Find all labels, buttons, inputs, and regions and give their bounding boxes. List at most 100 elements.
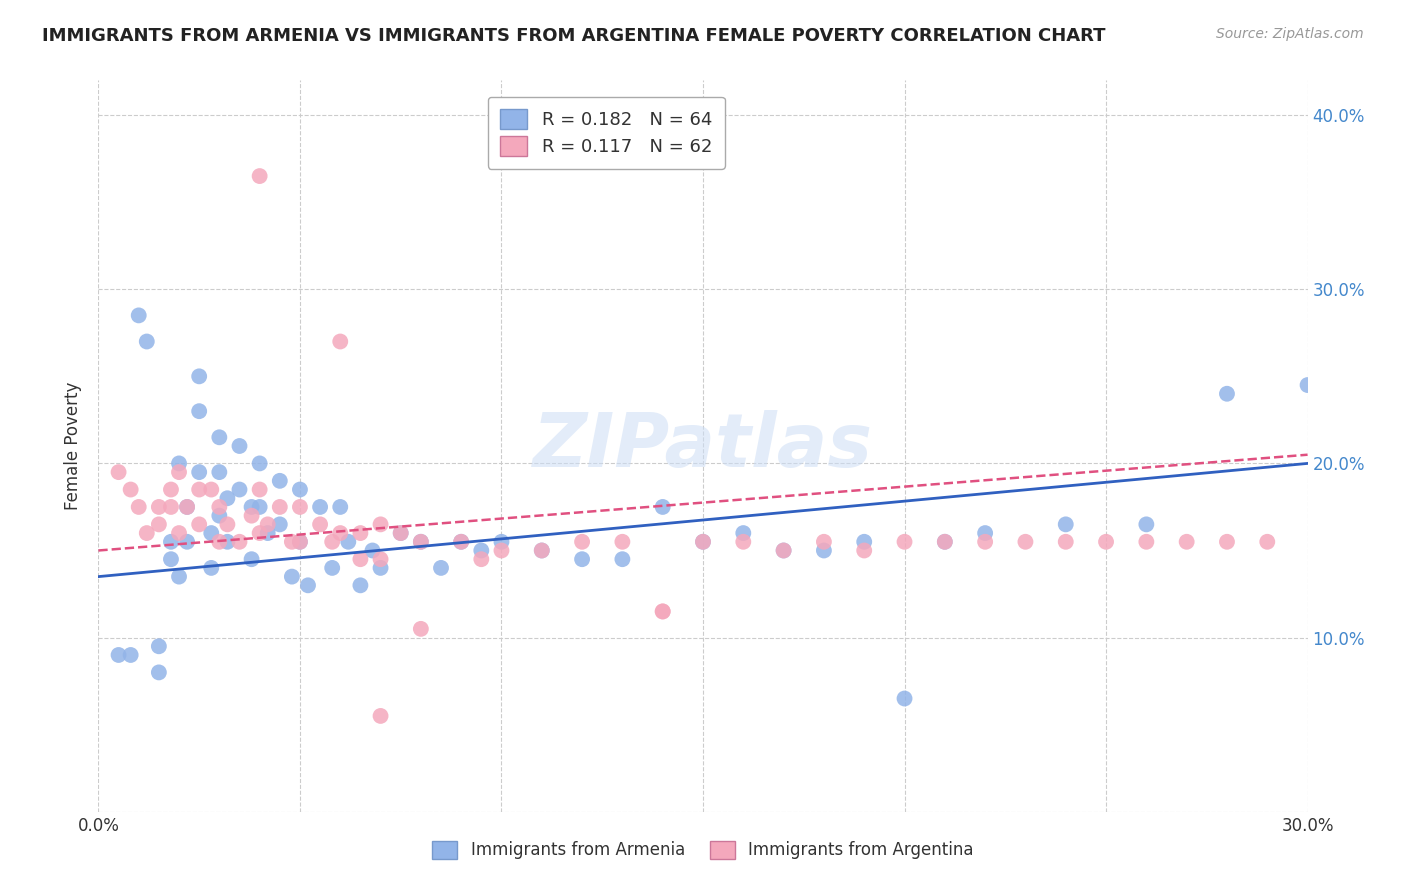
Point — [256, 517, 278, 532]
Point — [249, 500, 271, 514]
Point — [692, 534, 714, 549]
Point — [349, 578, 371, 592]
Point — [309, 517, 332, 532]
Point — [651, 604, 673, 618]
Point — [208, 430, 231, 444]
Point — [167, 569, 190, 583]
Point — [1175, 534, 1198, 549]
Point — [107, 648, 129, 662]
Point — [160, 500, 183, 514]
Point — [176, 500, 198, 514]
Point — [128, 309, 150, 323]
Point — [188, 465, 211, 479]
Point — [389, 526, 412, 541]
Point — [370, 517, 392, 532]
Point — [1216, 534, 1239, 549]
Point — [228, 439, 250, 453]
Point — [240, 552, 263, 566]
Point — [329, 526, 352, 541]
Point — [409, 622, 432, 636]
Point — [612, 534, 634, 549]
Point — [167, 526, 190, 541]
Point — [733, 534, 755, 549]
Legend: Immigrants from Armenia, Immigrants from Argentina: Immigrants from Armenia, Immigrants from… — [422, 830, 984, 869]
Point — [240, 508, 263, 523]
Point — [430, 561, 453, 575]
Point — [228, 534, 250, 549]
Point — [167, 465, 190, 479]
Y-axis label: Female Poverty: Female Poverty — [65, 382, 83, 510]
Point — [188, 483, 211, 497]
Point — [208, 508, 231, 523]
Point — [772, 543, 794, 558]
Point — [208, 534, 231, 549]
Point — [200, 561, 222, 575]
Point — [200, 483, 222, 497]
Point — [893, 691, 915, 706]
Point — [200, 526, 222, 541]
Point — [160, 534, 183, 549]
Point — [281, 569, 304, 583]
Text: Source: ZipAtlas.com: Source: ZipAtlas.com — [1216, 27, 1364, 41]
Point — [217, 534, 239, 549]
Point — [974, 534, 997, 549]
Point — [288, 483, 311, 497]
Point — [813, 543, 835, 558]
Point — [1014, 534, 1036, 549]
Point — [651, 604, 673, 618]
Point — [309, 500, 332, 514]
Point — [853, 534, 876, 549]
Point — [167, 457, 190, 471]
Point — [733, 526, 755, 541]
Point — [1054, 534, 1077, 549]
Point — [120, 648, 142, 662]
Point — [813, 534, 835, 549]
Text: IMMIGRANTS FROM ARMENIA VS IMMIGRANTS FROM ARGENTINA FEMALE POVERTY CORRELATION : IMMIGRANTS FROM ARMENIA VS IMMIGRANTS FR… — [42, 27, 1105, 45]
Point — [853, 543, 876, 558]
Point — [349, 552, 371, 566]
Point — [148, 500, 170, 514]
Point — [772, 543, 794, 558]
Point — [470, 543, 492, 558]
Point — [470, 552, 492, 566]
Point — [370, 561, 392, 575]
Point — [349, 526, 371, 541]
Point — [934, 534, 956, 549]
Point — [208, 465, 231, 479]
Point — [321, 561, 343, 575]
Point — [217, 491, 239, 506]
Point — [288, 534, 311, 549]
Point — [1135, 534, 1157, 549]
Point — [337, 534, 360, 549]
Point — [120, 483, 142, 497]
Point — [148, 665, 170, 680]
Point — [450, 534, 472, 549]
Point — [249, 526, 271, 541]
Point — [1296, 378, 1319, 392]
Point — [692, 534, 714, 549]
Point — [135, 334, 157, 349]
Point — [1095, 534, 1118, 549]
Point — [269, 474, 291, 488]
Point — [249, 457, 271, 471]
Point — [370, 552, 392, 566]
Point — [612, 552, 634, 566]
Point — [188, 517, 211, 532]
Point — [160, 483, 183, 497]
Point — [135, 526, 157, 541]
Point — [148, 517, 170, 532]
Point — [228, 483, 250, 497]
Point — [893, 534, 915, 549]
Point — [491, 534, 513, 549]
Point — [370, 709, 392, 723]
Point — [297, 578, 319, 592]
Point — [288, 500, 311, 514]
Point — [651, 500, 673, 514]
Point — [188, 404, 211, 418]
Point — [288, 534, 311, 549]
Point — [934, 534, 956, 549]
Point — [571, 552, 593, 566]
Point — [329, 334, 352, 349]
Point — [1054, 517, 1077, 532]
Point — [281, 534, 304, 549]
